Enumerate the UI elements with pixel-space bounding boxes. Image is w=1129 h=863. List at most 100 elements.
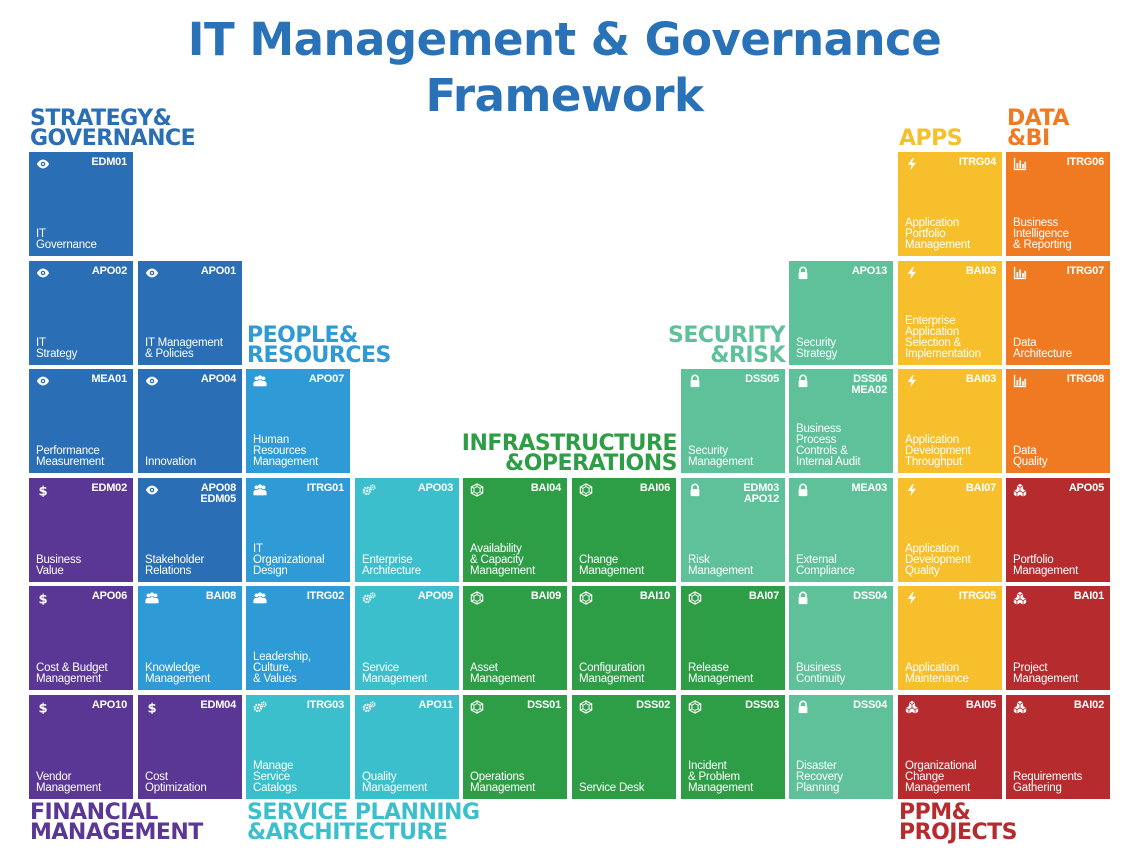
svg-text:$: $ (38, 484, 47, 497)
tile-name: Enterprise Application Selection & Imple… (905, 315, 981, 360)
tile-code: APO02 (91, 265, 127, 277)
tile-code: ITRG08 (1066, 373, 1105, 385)
group-label-security: SECURITY &RISK (668, 323, 785, 368)
hexagon-icon (470, 591, 486, 605)
tile-code: DSS04 (853, 590, 887, 602)
tile-name: Disaster Recovery Planning (796, 760, 843, 794)
hexagon-icon (688, 591, 704, 605)
tile-code: DSS06 MEA02 (851, 373, 887, 396)
tile-code: APO06 (91, 590, 127, 602)
eye-icon (145, 483, 161, 497)
tile-name: Application Development Quality (905, 543, 971, 577)
tile-code: EDM04 (200, 699, 236, 711)
tile-apo10: $ APO10 Vendor Management (29, 695, 133, 799)
tile-bai05: BAI05 Organizational Change Management (898, 695, 1002, 799)
tile-apo03: APO03 Enterprise Architecture (355, 478, 459, 582)
tile-code: BAI03 (965, 265, 996, 277)
tile-name: Configuration Management (579, 662, 645, 685)
tile-bai06: BAI06 Change Management (572, 478, 676, 582)
people-icon (145, 591, 161, 605)
tile-name: Quality Management (362, 771, 428, 794)
tile-dss06: DSS06 MEA02 Business Process Controls & I… (789, 369, 893, 473)
tile-itrg04: ITRG04 Application Portfolio Management (898, 152, 1002, 256)
tile-name: Portfolio Management (1013, 554, 1079, 577)
people-icon (253, 591, 269, 605)
tile-mea03: MEA03 External Compliance (789, 478, 893, 582)
tile-name: IT Governance (36, 228, 97, 251)
tile-dss04: DSS04 Disaster Recovery Planning (789, 695, 893, 799)
tile-name: Data Quality (1013, 445, 1048, 468)
tile-apo04: APO04 Innovation (138, 369, 242, 473)
group-label-data: DATA &BI (1007, 106, 1069, 151)
tile-name: Asset Management (470, 662, 536, 685)
tile-name: Business Intelligence & Reporting (1013, 217, 1072, 251)
tile-code: BAI07 (748, 590, 779, 602)
tile-code: DSS01 (527, 699, 561, 711)
tile-code: DSS03 (745, 699, 779, 711)
tile-apo02: APO02 IT Strategy (29, 261, 133, 365)
tile-code: MEA03 (851, 482, 887, 494)
tile-code: APO13 (851, 265, 887, 277)
lock-icon (796, 374, 812, 388)
tile-code: MEA01 (91, 373, 127, 385)
group-label-financial: FINANCIAL MANAGEMENT (30, 800, 203, 845)
hexagon-icon (688, 700, 704, 714)
group-label-infra: INFRASTRUCTURE &OPERATIONS (461, 431, 678, 476)
tile-code: EDM01 (91, 156, 127, 168)
eye-icon (145, 374, 161, 388)
tile-name: Risk Management (688, 554, 754, 577)
tile-code: APO05 (1068, 482, 1104, 494)
dollar-icon: $ (36, 483, 52, 497)
tile-code: BAI08 (205, 590, 236, 602)
chart-icon (1013, 157, 1029, 171)
tile-name: Knowledge Management (145, 662, 211, 685)
tile-code: APO11 (418, 699, 454, 711)
tile-code: BAI03 (965, 373, 996, 385)
tile-name: Requirements Gathering (1013, 771, 1083, 794)
lock-icon (688, 483, 704, 497)
tile-name: Availability & Capacity Management (470, 543, 536, 577)
tile-edm02: $ EDM02 Business Value (29, 478, 133, 582)
tile-code: BAI05 (965, 699, 996, 711)
tile-code: ITRG04 (958, 156, 997, 168)
gears-icon (362, 483, 378, 497)
tile-apo13: APO13 Security Strategy (789, 261, 893, 365)
blocks-icon (1013, 700, 1029, 714)
tile-bai07: BAI07 Release Management (681, 586, 785, 690)
tile-name: IT Organizational Design (253, 543, 325, 577)
group-label-service: SERVICE PLANNING &ARCHITECTURE (247, 800, 480, 845)
tile-code: ITRG07 (1066, 265, 1105, 277)
tile-name: Performance Measurement (36, 445, 105, 468)
tile-name: Cost & Budget Management (36, 662, 108, 685)
tile-itrg06: ITRG06 Business Intelligence & Reporting (1006, 152, 1110, 256)
tile-itrg05: ITRG05 Application Maintenance (898, 586, 1002, 690)
tile-name: Data Architecture (1013, 337, 1072, 360)
lock-icon (796, 483, 812, 497)
tile-itrg07: ITRG07 Data Architecture (1006, 261, 1110, 365)
tile-itrg02: ITRG02 Leadership, Culture, & Values (246, 586, 350, 690)
group-label-ppm: PPM& PROJECTS (899, 800, 1017, 845)
dollar-icon: $ (145, 700, 161, 714)
tile-name: Application Development Throughput (905, 434, 971, 468)
tile-name: Incident & Problem Management (688, 760, 754, 794)
tile-code: EDM02 (91, 482, 127, 494)
eye-icon (36, 374, 52, 388)
tile-dss03: DSS03 Incident & Problem Management (681, 695, 785, 799)
lock-icon (796, 266, 812, 280)
blocks-icon (905, 700, 921, 714)
tile-name: Application Maintenance (905, 662, 969, 685)
tile-name: Security Strategy (796, 337, 838, 360)
tile-code: BAI10 (639, 590, 670, 602)
lock-icon (796, 700, 812, 714)
tile-name: External Compliance (796, 554, 855, 577)
tile-edm03: EDM03 APO12 Risk Management (681, 478, 785, 582)
tile-name: Innovation (145, 456, 197, 468)
tile-name: Business Value (36, 554, 82, 577)
tile-code: APO04 (200, 373, 236, 385)
lock-icon (796, 591, 812, 605)
lock-icon (688, 374, 704, 388)
tile-name: Application Portfolio Management (905, 217, 971, 251)
eye-icon (36, 157, 52, 171)
chart-icon (1013, 374, 1029, 388)
tile-code: APO08 EDM05 (200, 482, 236, 505)
